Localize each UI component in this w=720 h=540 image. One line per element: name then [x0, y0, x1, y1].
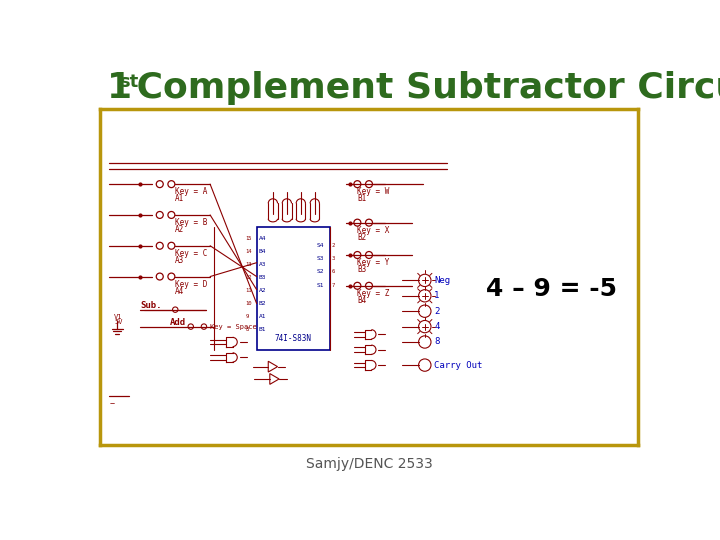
Text: Key = A: Key = A	[175, 187, 207, 197]
Text: Add: Add	[170, 318, 186, 327]
Text: 1: 1	[434, 291, 439, 300]
Text: B2: B2	[357, 233, 366, 242]
Text: Key = B: Key = B	[175, 218, 207, 227]
Text: A4: A4	[259, 235, 266, 240]
Text: Key = Space: Key = Space	[210, 323, 257, 329]
Text: A1: A1	[175, 194, 184, 203]
Text: 7: 7	[332, 282, 335, 287]
Text: 6: 6	[332, 269, 335, 274]
Text: 1: 1	[107, 71, 132, 105]
Text: B2: B2	[259, 301, 266, 306]
Text: Sub.: Sub.	[140, 301, 162, 310]
Text: Key = C: Key = C	[175, 249, 207, 258]
Text: B4: B4	[259, 248, 266, 254]
Text: A3: A3	[259, 262, 266, 267]
Text: S3: S3	[316, 256, 324, 261]
Text: S4: S4	[316, 243, 324, 248]
Text: B3: B3	[259, 275, 266, 280]
Text: 15: 15	[246, 235, 252, 240]
Text: st: st	[119, 73, 138, 91]
Text: A2: A2	[259, 288, 266, 293]
Text: V1: V1	[114, 314, 122, 320]
Text: 2: 2	[434, 307, 439, 316]
Text: 13: 13	[246, 262, 252, 267]
Text: 4: 4	[434, 322, 439, 331]
Text: A4: A4	[175, 287, 184, 296]
Text: S2: S2	[316, 269, 324, 274]
Text: S1: S1	[316, 282, 324, 287]
Text: B4: B4	[357, 296, 366, 305]
Text: −: −	[109, 399, 114, 408]
Text: B3: B3	[357, 265, 366, 274]
Text: 12: 12	[246, 275, 252, 280]
Text: B1: B1	[259, 327, 266, 332]
Text: Carry Out: Carry Out	[434, 361, 482, 369]
Text: 2: 2	[332, 243, 335, 248]
Text: Key = Y: Key = Y	[357, 258, 390, 267]
Text: 3: 3	[332, 256, 335, 261]
Text: 11: 11	[246, 288, 252, 293]
Text: 14: 14	[246, 248, 252, 254]
Text: Key = X: Key = X	[357, 226, 390, 235]
Text: Key = D: Key = D	[175, 280, 207, 289]
Text: Neg: Neg	[434, 276, 450, 285]
Text: A3: A3	[175, 256, 184, 265]
Bar	[256, 226, 330, 350]
Text: 5V: 5V	[114, 319, 122, 325]
Text: Complement Subtractor Circuits: Complement Subtractor Circuits	[124, 71, 720, 105]
Text: A1: A1	[259, 314, 266, 319]
Text: 74I-S83N: 74I-S83N	[275, 334, 312, 343]
Text: A2: A2	[175, 225, 184, 234]
Text: 4 – 9 = -5: 4 – 9 = -5	[485, 278, 616, 301]
Text: 10: 10	[246, 301, 252, 306]
Text: B1: B1	[357, 194, 366, 203]
Text: 8: 8	[434, 338, 439, 347]
Text: Samjy/DENC 2533: Samjy/DENC 2533	[305, 457, 433, 471]
Text: 8: 8	[246, 327, 249, 332]
Text: Key = W: Key = W	[357, 187, 390, 197]
Text: 9: 9	[246, 314, 249, 319]
Text: Key = Z: Key = Z	[357, 289, 390, 298]
